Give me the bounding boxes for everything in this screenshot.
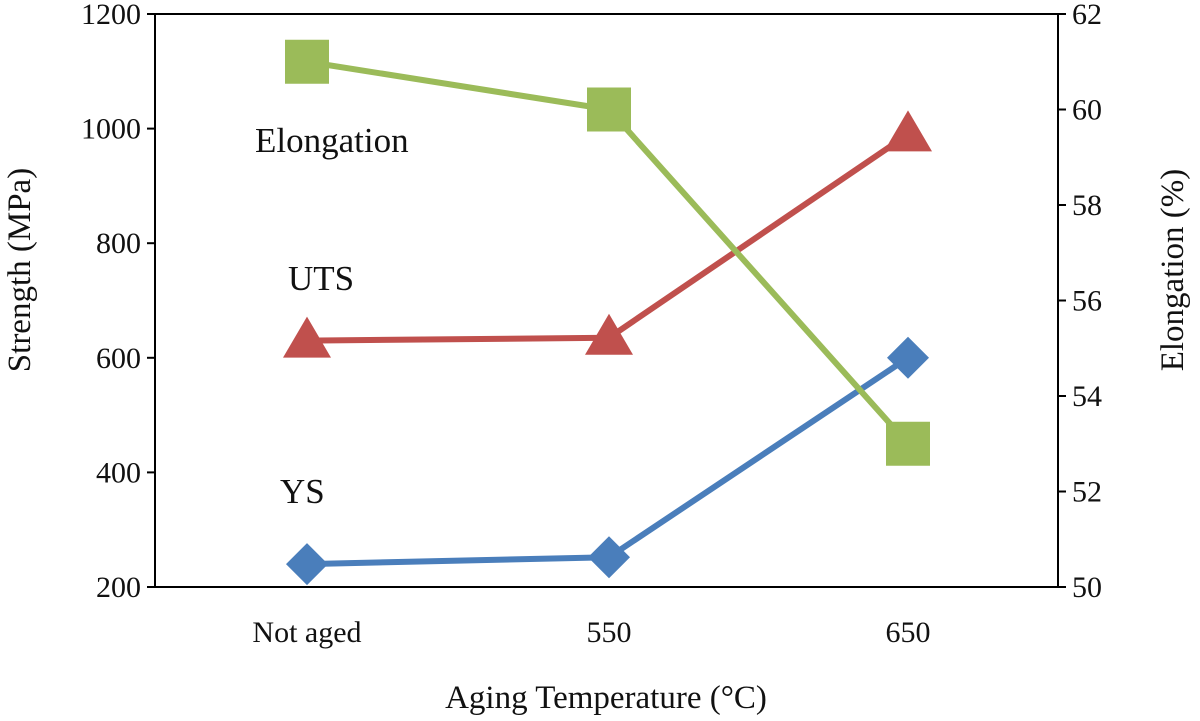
y-right-tick-label: 50 [1072, 571, 1102, 604]
series-ys [286, 336, 929, 586]
tick-layer: 200 400 600 800 1000 1200 50 52 54 56 58 60 62 Not ag… [81, 0, 1102, 649]
data-point-uts [283, 316, 331, 358]
y-right-tick-label: 62 [1072, 0, 1102, 31]
y-right-tick-label: 60 [1072, 94, 1102, 127]
series-label-elongation: Elongation [255, 121, 409, 160]
data-point-ys [887, 336, 929, 379]
x-axis-title: Aging Temperature (°C) [445, 680, 767, 716]
x-tick-label: 550 [587, 616, 632, 649]
data-point-elongation [587, 87, 631, 132]
data-point-ys [286, 543, 328, 586]
x-tick-label: Not aged [252, 616, 361, 649]
y-left-tick-label: 400 [96, 456, 141, 489]
series-line-ys [306, 355, 910, 568]
data-point-ys [588, 536, 630, 579]
y-axis-left-title: Strength (MPa) [2, 168, 38, 372]
y-left-tick-label: 800 [96, 227, 141, 260]
series-uts [283, 110, 932, 358]
y-right-tick-label: 58 [1072, 189, 1102, 222]
y-left-tick-label: 600 [96, 342, 141, 375]
series-label-layer: YS UTS Elongation [255, 121, 409, 511]
series-label-uts: UTS [288, 259, 354, 298]
y-left-tick-label: 1200 [81, 0, 141, 31]
y-left-tick-label: 200 [96, 571, 141, 604]
data-point-uts [585, 313, 633, 355]
data-point-elongation [886, 421, 930, 466]
series-line-uts [306, 131, 910, 344]
series-label-ys: YS [280, 472, 325, 511]
y-right-tick-label: 52 [1072, 476, 1102, 509]
data-point-uts [884, 110, 932, 152]
series-elongation [285, 39, 930, 466]
y-left-tick-label: 1000 [81, 113, 141, 146]
y-axis-right-title: Elongation (%) [1155, 169, 1191, 372]
y-right-tick-label: 56 [1072, 285, 1102, 318]
y-right-tick-label: 54 [1072, 380, 1102, 413]
series-layer [283, 39, 932, 586]
x-tick-label: 650 [886, 616, 931, 649]
data-point-elongation [285, 39, 329, 84]
